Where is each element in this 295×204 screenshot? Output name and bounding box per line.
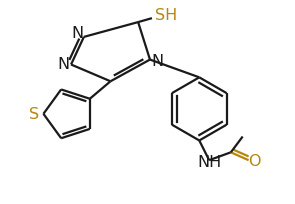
Text: N: N bbox=[152, 54, 164, 69]
Text: N: N bbox=[57, 57, 69, 72]
Text: SH: SH bbox=[155, 8, 177, 23]
Text: S: S bbox=[30, 107, 40, 122]
Text: O: O bbox=[248, 153, 261, 168]
Text: NH: NH bbox=[197, 154, 221, 169]
Text: N: N bbox=[71, 26, 83, 41]
